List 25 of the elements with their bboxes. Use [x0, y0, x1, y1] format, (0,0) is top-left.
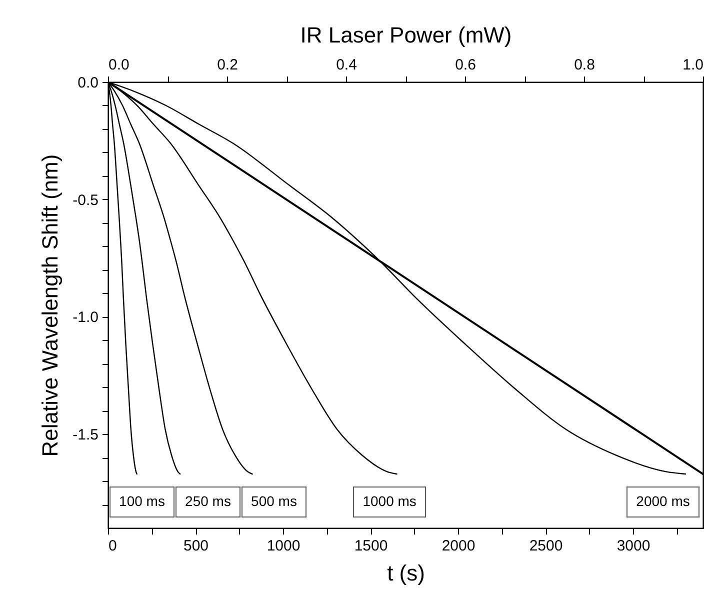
x2-tick-label: 0.8 [574, 56, 595, 74]
x2-tick-label: 0.6 [455, 56, 476, 74]
x-tick-label: 2500 [529, 538, 563, 554]
x-tick-label: 2000 [442, 538, 476, 554]
x-tick-label: 500 [183, 538, 209, 554]
x-tick-label: 1000 [266, 538, 300, 554]
x2-axis-title: IR Laser Power (mW) [300, 22, 512, 48]
series-label: 2000 ms [636, 493, 690, 509]
x2-tick-label: 0.0 [108, 56, 130, 74]
x2-tick-label: 0.4 [336, 56, 357, 74]
y-tick-label: -1.5 [72, 426, 98, 444]
y-tick-label: -0.5 [72, 192, 98, 209]
y-tick-label: 0.0 [78, 74, 98, 92]
y-tick-label: -1.0 [72, 309, 98, 326]
series-label: 250 ms [185, 493, 231, 509]
series-label: 500 ms [251, 493, 297, 509]
x2-tick-label: 0.2 [217, 56, 238, 74]
x2-tick-label: 1.0 [682, 56, 704, 74]
x-tick-label: 3000 [616, 538, 650, 554]
x-axis-title: t (s) [387, 560, 425, 586]
x-tick-label: 1500 [354, 538, 388, 554]
series-label: 1000 ms [362, 493, 416, 509]
y-axis-title: Relative Wavelength Shift (nm) [38, 154, 63, 457]
x-tick-label: 0 [108, 538, 117, 554]
series-label: 100 ms [119, 493, 165, 509]
